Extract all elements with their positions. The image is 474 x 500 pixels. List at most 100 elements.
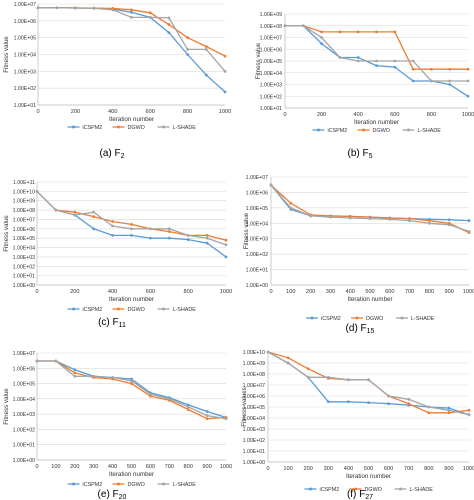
- x-tick-label: 600: [390, 112, 399, 118]
- x-tick-label: 0: [266, 466, 269, 472]
- y-tick-label: 1.00E+03: [13, 255, 35, 261]
- y-axis-label: Fitness value: [3, 388, 10, 425]
- x-axis-label: Iteration number: [109, 116, 154, 123]
- data-point: [407, 397, 411, 401]
- data-point: [167, 230, 171, 234]
- data-point: [448, 79, 452, 83]
- x-tick-label: 1000: [220, 464, 232, 470]
- legend-marker: [354, 487, 357, 491]
- legend-label: L-SHADE: [173, 482, 197, 488]
- x-axis-label: Iteration number: [346, 473, 391, 480]
- y-tick-label: 1.00E+07: [246, 175, 268, 181]
- data-point: [430, 79, 433, 83]
- y-tick-label: 1.00E+07: [260, 36, 282, 42]
- series-line-l-shade: [270, 184, 470, 233]
- data-point: [466, 79, 470, 83]
- panel-caption: (c) F11: [98, 317, 126, 329]
- y-tick-label: 1.00E+08: [260, 24, 282, 30]
- y-tick-label: 1.00E+02: [260, 94, 282, 100]
- x-tick-label: 900: [444, 466, 453, 472]
- data-point: [205, 233, 209, 237]
- x-tick-label: 900: [202, 464, 211, 470]
- chart-panel-2: 1.00E+01 1.00E+02 1.00E+03 1.00E+04 1.00E+05…: [255, 12, 474, 160]
- data-point: [167, 23, 171, 26]
- data-point: [149, 392, 152, 396]
- data-point: [266, 350, 270, 354]
- data-point: [148, 11, 152, 15]
- legend-marker: [72, 482, 75, 486]
- x-tick-label: 800: [183, 109, 192, 115]
- y-tick-label: 1.00E+10: [243, 350, 265, 356]
- data-point: [223, 90, 227, 94]
- data-point: [111, 224, 114, 228]
- data-point: [92, 210, 96, 214]
- data-point: [411, 67, 415, 71]
- x-tick-label: 500: [364, 466, 373, 472]
- data-point: [387, 394, 390, 398]
- data-point: [130, 8, 133, 12]
- data-point: [224, 238, 228, 242]
- chart-panel-5: 1.00E+00 1.00E+01 1.00E+02 1.00E+03 1.00E+04…: [3, 351, 232, 500]
- x-tick-label: 200: [70, 464, 79, 470]
- chart-panel-4: 1.00E+00 1.00E+01 1.00E+02 1.00E+03 1.00E+04…: [243, 175, 474, 335]
- data-point: [375, 30, 378, 34]
- data-point: [427, 405, 431, 409]
- x-tick-label: 300: [89, 464, 98, 470]
- legend-label: DGWO: [128, 482, 145, 488]
- data-point: [130, 222, 133, 226]
- data-point: [36, 6, 40, 10]
- legend-marker: [407, 128, 410, 132]
- y-tick-label: 1.00E+00: [13, 458, 35, 464]
- y-tick-label: 1.00E+06: [13, 366, 35, 372]
- data-point: [205, 417, 209, 421]
- data-point: [186, 36, 190, 40]
- data-point: [428, 219, 431, 222]
- data-point: [186, 405, 190, 409]
- legend-label: iCSPM2: [83, 307, 103, 313]
- data-point: [466, 94, 470, 98]
- data-point: [204, 73, 208, 77]
- chart-panel-3: 1.00E+00 1.00E+01 1.00E+02 1.00E+03 1.00E+04…: [3, 180, 232, 329]
- data-point: [393, 59, 397, 63]
- x-tick-label: 100: [283, 466, 292, 472]
- legend-marker: [317, 128, 320, 132]
- y-tick-label: 1.00E+02: [14, 86, 36, 92]
- data-point: [356, 59, 360, 63]
- y-tick-label: 1.00E+05: [243, 405, 265, 411]
- data-point: [130, 10, 133, 14]
- y-tick-label: 1.00E+01: [14, 103, 36, 109]
- data-point: [167, 31, 171, 34]
- data-point: [130, 227, 133, 231]
- x-tick-label: 300: [324, 466, 333, 472]
- x-tick-label: 400: [346, 289, 355, 295]
- x-tick-label: 200: [306, 289, 315, 295]
- legend-marker: [162, 125, 165, 129]
- y-tick-label: 1.00E+04: [13, 397, 35, 403]
- data-point: [329, 215, 332, 219]
- y-tick-label: 1.00E+04: [14, 53, 36, 59]
- legend-marker: [309, 487, 312, 491]
- data-point: [111, 8, 115, 12]
- data-point: [111, 220, 114, 223]
- y-tick-label: 1.00E+07: [243, 383, 265, 389]
- x-tick-label: 0: [35, 289, 38, 295]
- data-point: [289, 201, 293, 205]
- data-point: [224, 255, 228, 259]
- x-tick-label: 300: [326, 289, 335, 295]
- data-point: [130, 15, 133, 19]
- data-point: [148, 15, 152, 19]
- panel-caption: (e) F20: [98, 489, 127, 500]
- x-tick-label: 1000: [219, 109, 231, 115]
- legend-marker: [72, 307, 75, 311]
- legend-marker: [117, 307, 120, 311]
- legend-label: DGWO: [128, 125, 145, 131]
- data-point: [367, 401, 370, 405]
- x-tick-label: 700: [404, 466, 413, 472]
- y-tick-label: 1.00E+03: [246, 237, 268, 243]
- y-tick-label: 1.00E+05: [260, 59, 282, 65]
- data-point: [368, 217, 372, 221]
- data-point: [92, 6, 96, 10]
- data-point: [411, 59, 415, 63]
- x-tick-label: 200: [317, 112, 326, 118]
- y-tick-label: 1.00E+06: [14, 19, 36, 25]
